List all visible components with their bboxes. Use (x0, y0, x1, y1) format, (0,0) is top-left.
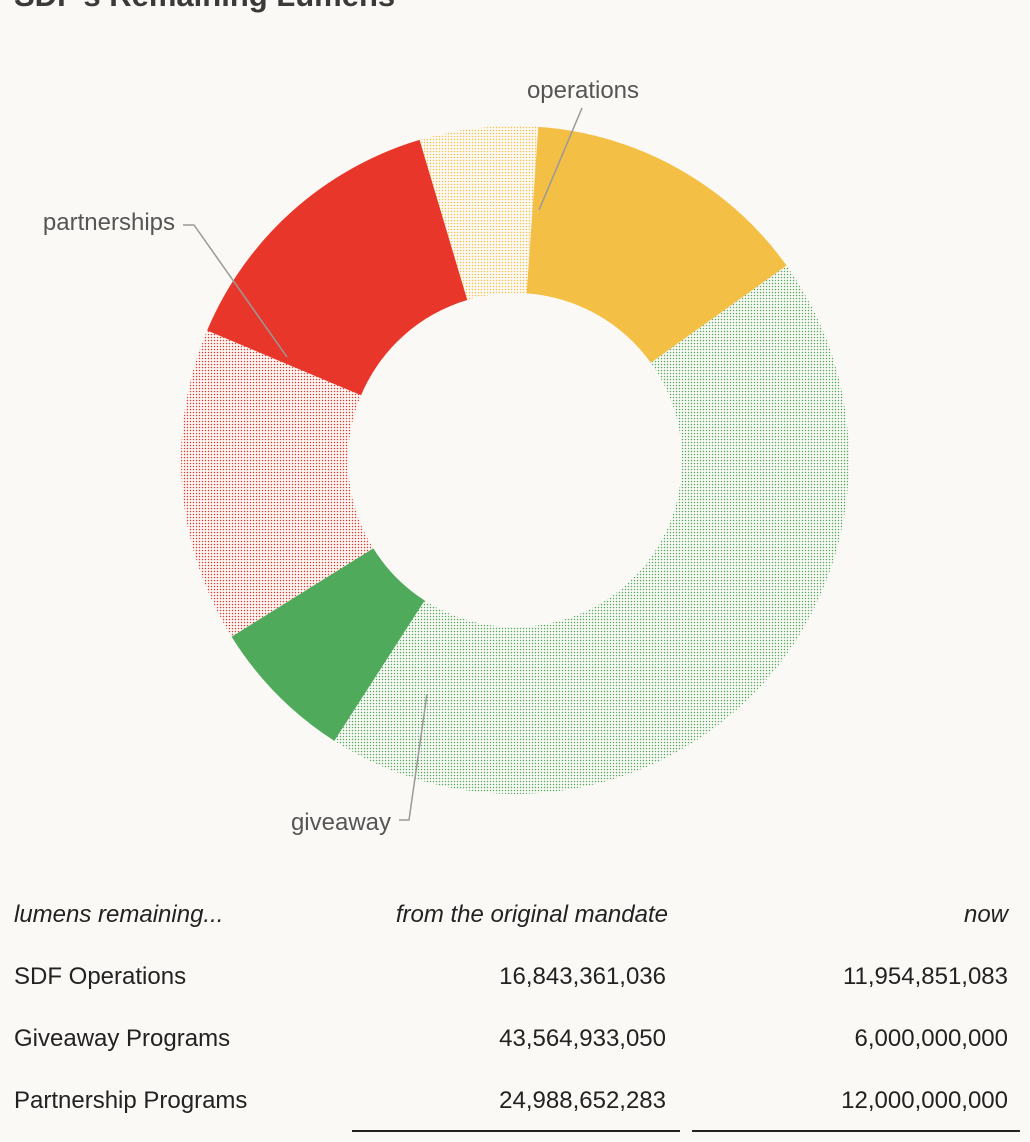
slice-operations-mandate (419, 125, 539, 300)
table-row: Partnership Programs 24,988,652,283 12,0… (14, 1070, 1008, 1132)
leader-line-giveaway (399, 693, 428, 821)
total-rule-original (352, 1130, 680, 1132)
slice-operations-now (526, 126, 787, 363)
now-value: 12,000,000,000 (841, 1087, 1008, 1114)
now-value: 11,954,851,083 (842, 963, 1008, 990)
label-partnerships: partnerships (43, 209, 175, 236)
original-mandate-value: 24,988,652,283 (499, 1087, 666, 1114)
header-original-mandate: from the original mandate (395, 901, 668, 928)
original-mandate-value: 43,564,933,050 (499, 1025, 666, 1052)
lumens-table: lumens remaining... from the original ma… (14, 884, 1008, 1132)
leader-line-partnerships (183, 224, 288, 358)
row-label: Giveaway Programs (14, 1025, 231, 1052)
original-mandate-value: 16,843,361,036 (499, 963, 666, 990)
now-value: 6,000,000,000 (854, 1025, 1008, 1052)
table-header-row: lumens remaining... from the original ma… (14, 884, 1008, 946)
slice-giveaway-mandate (334, 265, 849, 794)
leader-line-operations (538, 107, 583, 211)
header-lumens-remaining: lumens remaining... (14, 901, 224, 928)
table-row: Giveaway Programs 43,564,933,050 6,000,0… (14, 1008, 1008, 1070)
slice-partnerships-mandate (181, 330, 374, 637)
donut-slices (181, 125, 849, 794)
page-title: SDF's Remaining Lumens (14, 0, 395, 14)
header-now: now (963, 901, 1008, 928)
label-operations: operations (527, 77, 639, 104)
chart-callouts: operations partnerships giveaway (43, 77, 639, 836)
slice-partnerships-now (207, 139, 468, 396)
slice-giveaway-now (231, 548, 425, 741)
donut-chart: operations partnerships giveaway (43, 77, 849, 836)
label-giveaway: giveaway (291, 809, 391, 836)
row-label: SDF Operations (14, 963, 187, 990)
row-label: Partnership Programs (14, 1087, 248, 1114)
table-row: SDF Operations 16,843,361,036 11,954,851… (14, 946, 1008, 1008)
total-rule-now (692, 1130, 1020, 1132)
